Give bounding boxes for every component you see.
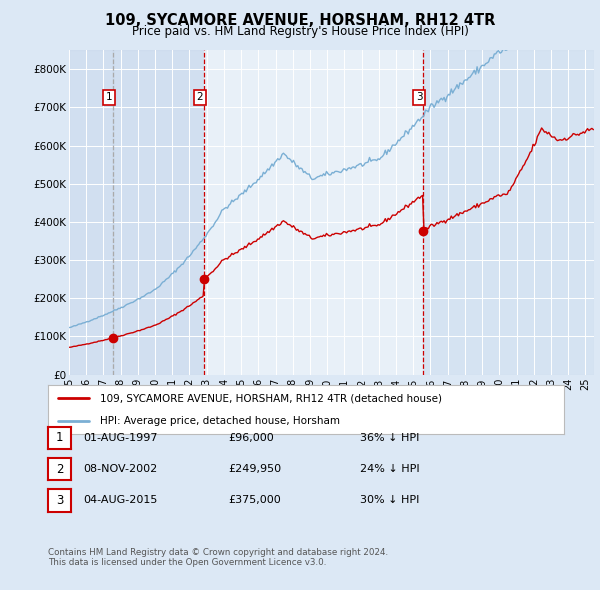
Text: 3: 3 xyxy=(416,92,422,102)
Text: £249,950: £249,950 xyxy=(228,464,281,474)
Text: Contains HM Land Registry data © Crown copyright and database right 2024.: Contains HM Land Registry data © Crown c… xyxy=(48,548,388,556)
Text: 24% ↓ HPI: 24% ↓ HPI xyxy=(360,464,419,474)
Text: 2: 2 xyxy=(197,92,203,102)
Text: 04-AUG-2015: 04-AUG-2015 xyxy=(83,496,157,505)
Bar xyxy=(204,50,423,375)
Text: 01-AUG-1997: 01-AUG-1997 xyxy=(83,433,157,442)
Text: HPI: Average price, detached house, Horsham: HPI: Average price, detached house, Hors… xyxy=(100,417,340,427)
Text: 36% ↓ HPI: 36% ↓ HPI xyxy=(360,433,419,442)
Text: 08-NOV-2002: 08-NOV-2002 xyxy=(83,464,157,474)
Text: 3: 3 xyxy=(56,494,63,507)
Text: Price paid vs. HM Land Registry's House Price Index (HPI): Price paid vs. HM Land Registry's House … xyxy=(131,25,469,38)
Bar xyxy=(113,50,204,375)
Text: 30% ↓ HPI: 30% ↓ HPI xyxy=(360,496,419,505)
Text: This data is licensed under the Open Government Licence v3.0.: This data is licensed under the Open Gov… xyxy=(48,558,326,566)
Bar xyxy=(69,50,113,375)
Text: 2: 2 xyxy=(56,463,63,476)
Text: £96,000: £96,000 xyxy=(228,433,274,442)
Text: 109, SYCAMORE AVENUE, HORSHAM, RH12 4TR (detached house): 109, SYCAMORE AVENUE, HORSHAM, RH12 4TR … xyxy=(100,394,442,404)
Text: £375,000: £375,000 xyxy=(228,496,281,505)
Text: 1: 1 xyxy=(56,431,63,444)
Text: 109, SYCAMORE AVENUE, HORSHAM, RH12 4TR: 109, SYCAMORE AVENUE, HORSHAM, RH12 4TR xyxy=(105,13,495,28)
Text: 1: 1 xyxy=(106,92,112,102)
Bar xyxy=(423,50,594,375)
